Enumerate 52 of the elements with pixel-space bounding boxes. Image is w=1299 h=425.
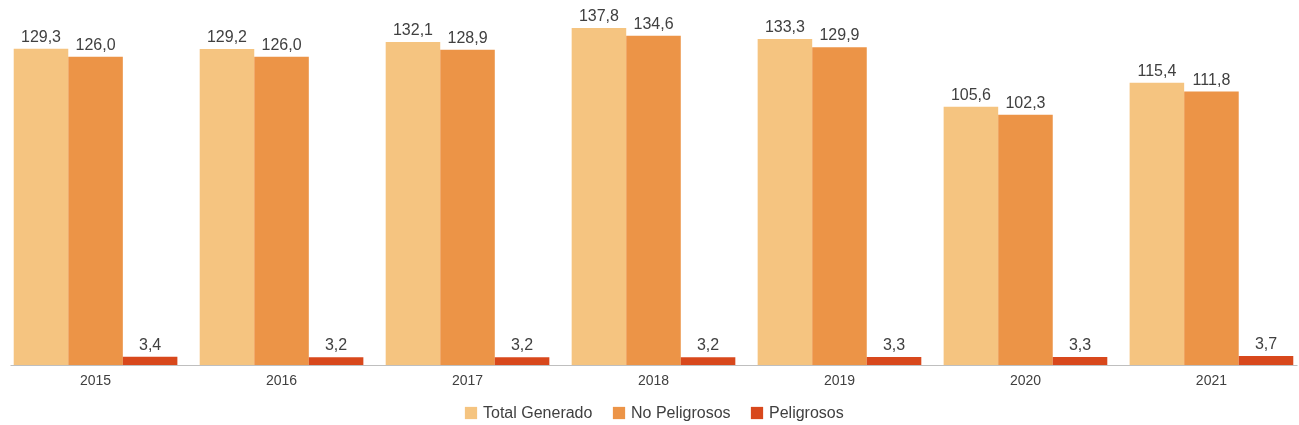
data-label: 126,0 (75, 35, 116, 53)
legend-label: Peligrosos (769, 404, 844, 421)
x-tick-label: 2017 (451, 371, 484, 388)
bar (1238, 355, 1294, 365)
bar (812, 47, 867, 365)
data-label: 126,0 (261, 35, 302, 53)
bar (13, 48, 69, 365)
data-label: 111,8 (1192, 70, 1231, 88)
bar (998, 114, 1053, 365)
data-label: 129,3 (20, 27, 62, 45)
data-label: 3,2 (696, 336, 720, 354)
data-label: 3,4 (138, 335, 162, 353)
bar (68, 56, 123, 365)
x-tick-label: 2015 (79, 371, 112, 388)
bar (122, 356, 178, 365)
legend-label: Total Generado (483, 404, 593, 421)
data-label: 3,7 (1254, 334, 1278, 352)
data-label: 132,1 (392, 20, 434, 38)
data-label: 137,8 (578, 7, 620, 24)
bar (385, 41, 441, 365)
data-label: 3,2 (324, 336, 348, 354)
x-tick-label: 2016 (265, 371, 298, 388)
bar (1184, 91, 1239, 365)
data-label: 3,3 (882, 335, 906, 353)
x-tick-label: 2020 (1009, 371, 1042, 388)
bar (680, 357, 736, 365)
data-label: 129,2 (206, 28, 248, 46)
bar (571, 28, 627, 365)
bar (757, 39, 813, 365)
bar (494, 357, 550, 365)
bar (866, 356, 922, 365)
legend-label: No Peligrosos (631, 404, 731, 421)
bar (943, 106, 999, 365)
data-label: 134,6 (633, 14, 674, 32)
x-tick-label: 2021 (1195, 371, 1228, 388)
x-tick-label: 2018 (637, 371, 670, 388)
bar (1129, 82, 1185, 365)
bar (199, 49, 255, 365)
x-tick-label: 2019 (823, 371, 856, 388)
data-label: 128,9 (447, 28, 488, 46)
data-label: 3,2 (510, 336, 534, 354)
bar (1052, 356, 1108, 365)
bar (254, 56, 309, 365)
data-label: 115,4 (1137, 61, 1177, 79)
bar (440, 49, 495, 365)
data-label: 129,9 (819, 26, 860, 44)
data-label: 102,3 (1005, 93, 1046, 111)
data-label: 105,6 (950, 85, 992, 103)
data-label: 133,3 (764, 18, 806, 36)
data-label: 3,3 (1068, 335, 1092, 353)
bar (626, 35, 681, 365)
bar (308, 357, 364, 365)
